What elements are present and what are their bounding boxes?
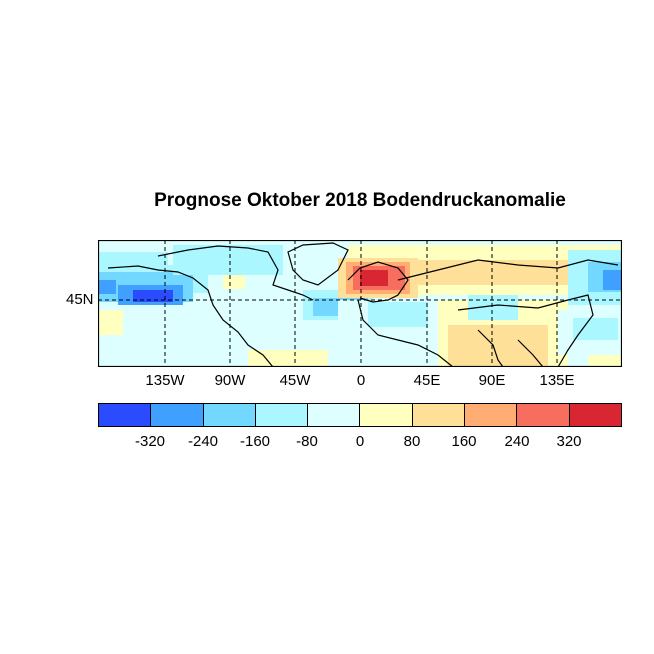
colorbar-tick-label: 80 [403, 433, 421, 450]
lat-tick-45n: 45N [66, 291, 94, 308]
colorbar-bin-10 [569, 404, 621, 426]
lon-tick-label: 0 [356, 372, 366, 389]
colorbar-bin-8 [465, 404, 518, 426]
colorbar-bin-4 [255, 404, 309, 426]
colorbar-tick-label: -240 [187, 433, 219, 450]
lon-tick-label: 90W [214, 372, 246, 389]
colorbar-tick-label: 0 [355, 433, 365, 450]
colorbar-bin-2 [151, 404, 204, 426]
colorbar-tick-label: -320 [134, 433, 166, 450]
lon-tick-label: 135E [539, 372, 575, 389]
anomaly-map [98, 240, 622, 367]
colorbar-tick-label: -160 [239, 433, 271, 450]
colorbar-tick-label: 240 [504, 433, 530, 450]
colorbar [98, 403, 622, 427]
colorbar-bin-6 [360, 404, 413, 426]
colorbar-bin-1 [99, 404, 152, 426]
lon-tick-label: 45E [413, 372, 441, 389]
lon-tick-label: 90E [478, 372, 506, 389]
colorbar-tick-label: 320 [556, 433, 582, 450]
chart-title: Prognose Oktober 2018 Bodendruckanomalie [154, 190, 566, 211]
lon-tick-label: 45W [279, 372, 311, 389]
colorbar-bin-5 [308, 404, 361, 426]
colorbar-bin-3 [203, 404, 256, 426]
colorbar-tick-label: 160 [451, 433, 477, 450]
colorbar-bin-9 [517, 404, 570, 426]
colorbar-bin-7 [412, 404, 466, 426]
colorbar-tick-label: -80 [296, 433, 318, 450]
lon-tick-label: 135W [145, 372, 185, 389]
